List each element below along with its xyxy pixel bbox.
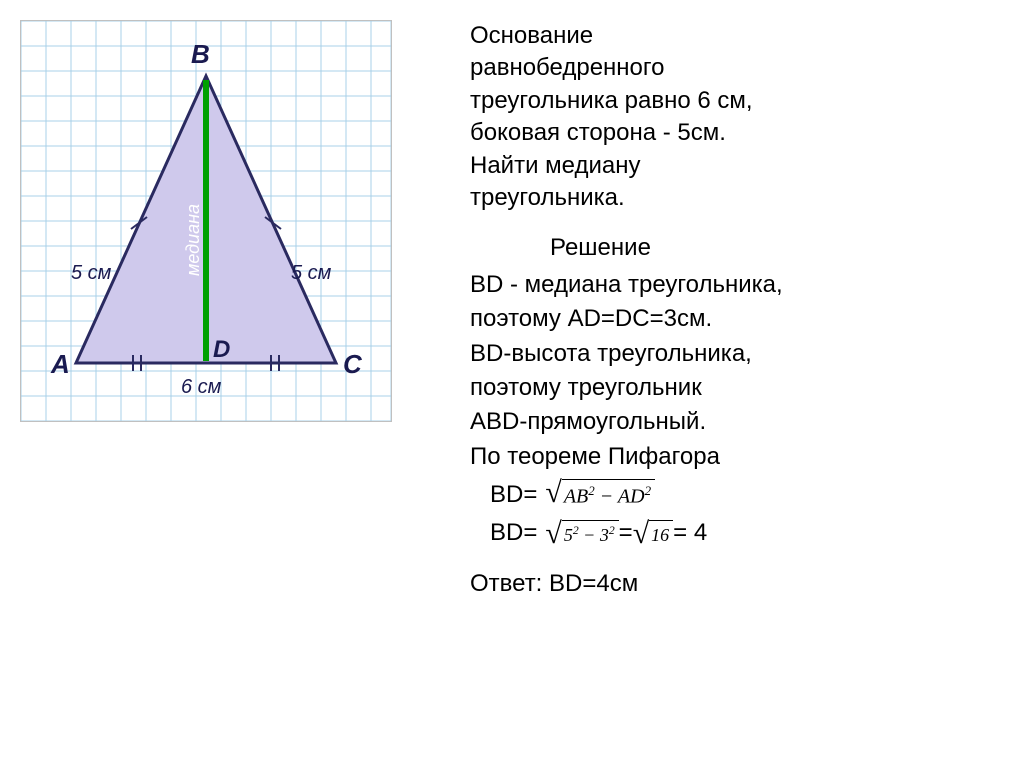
problem-line: треугольника равно 6 см, [470,85,994,117]
vertex-b-label: B [191,39,210,69]
bd-equals-2: BD= [490,517,537,549]
answer-line: Ответ: BD=4см [470,568,994,600]
formula-1: BD= √ AB2 − AD2 [470,479,994,511]
vertex-a-label: A [50,349,70,379]
solution-line: По теореме Пифагора [470,441,994,473]
triangle-diagram: B A C D 5 см 5 см 6 см медиана [20,20,392,422]
solution-line: BD - медиана треугольника, [470,269,994,301]
problem-line: равнобедренного [470,52,994,84]
problem-statement: Основание равнобедренного треугольника р… [470,20,994,214]
problem-line: треугольника. [470,182,994,214]
median-label: медиана [183,204,203,276]
vertex-c-label: C [343,349,363,379]
side-ab-label: 5 см [71,262,112,284]
solution-body: BD - медиана треугольника, поэтому AD=DC… [470,269,994,601]
side-bc-label: 5 см [291,262,332,284]
sqrt-icon: √ 16 [633,520,673,547]
bd-equals-1: BD= [490,479,537,511]
sqrt-icon: √ 52 − 32 [545,520,618,547]
solution-title: Решение [470,232,994,264]
text-panel: Основание равнобедренного треугольника р… [460,0,1024,768]
solution-line: ABD-прямоугольный. [470,406,994,438]
formula-2: BD= √ 52 − 32 = √ 16 = 4 [470,517,994,549]
diagram-svg: B A C D 5 см 5 см 6 см медиана [21,21,391,421]
diagram-panel: B A C D 5 см 5 см 6 см медиана [0,0,460,768]
vertex-d-label: D [213,336,230,363]
equals-text: = [619,517,633,549]
problem-line: Основание [470,20,994,52]
problem-line: Найти медиану [470,150,994,182]
solution-line: поэтому AD=DC=3см. [470,303,994,335]
result-text: = 4 [673,517,707,549]
sqrt-icon: √ AB2 − AD2 [545,479,655,511]
side-ac-label: 6 см [181,376,222,398]
solution-line: поэтому треугольник [470,372,994,404]
solution-line: BD-высота треугольника, [470,338,994,370]
problem-line: боковая сторона - 5см. [470,117,994,149]
